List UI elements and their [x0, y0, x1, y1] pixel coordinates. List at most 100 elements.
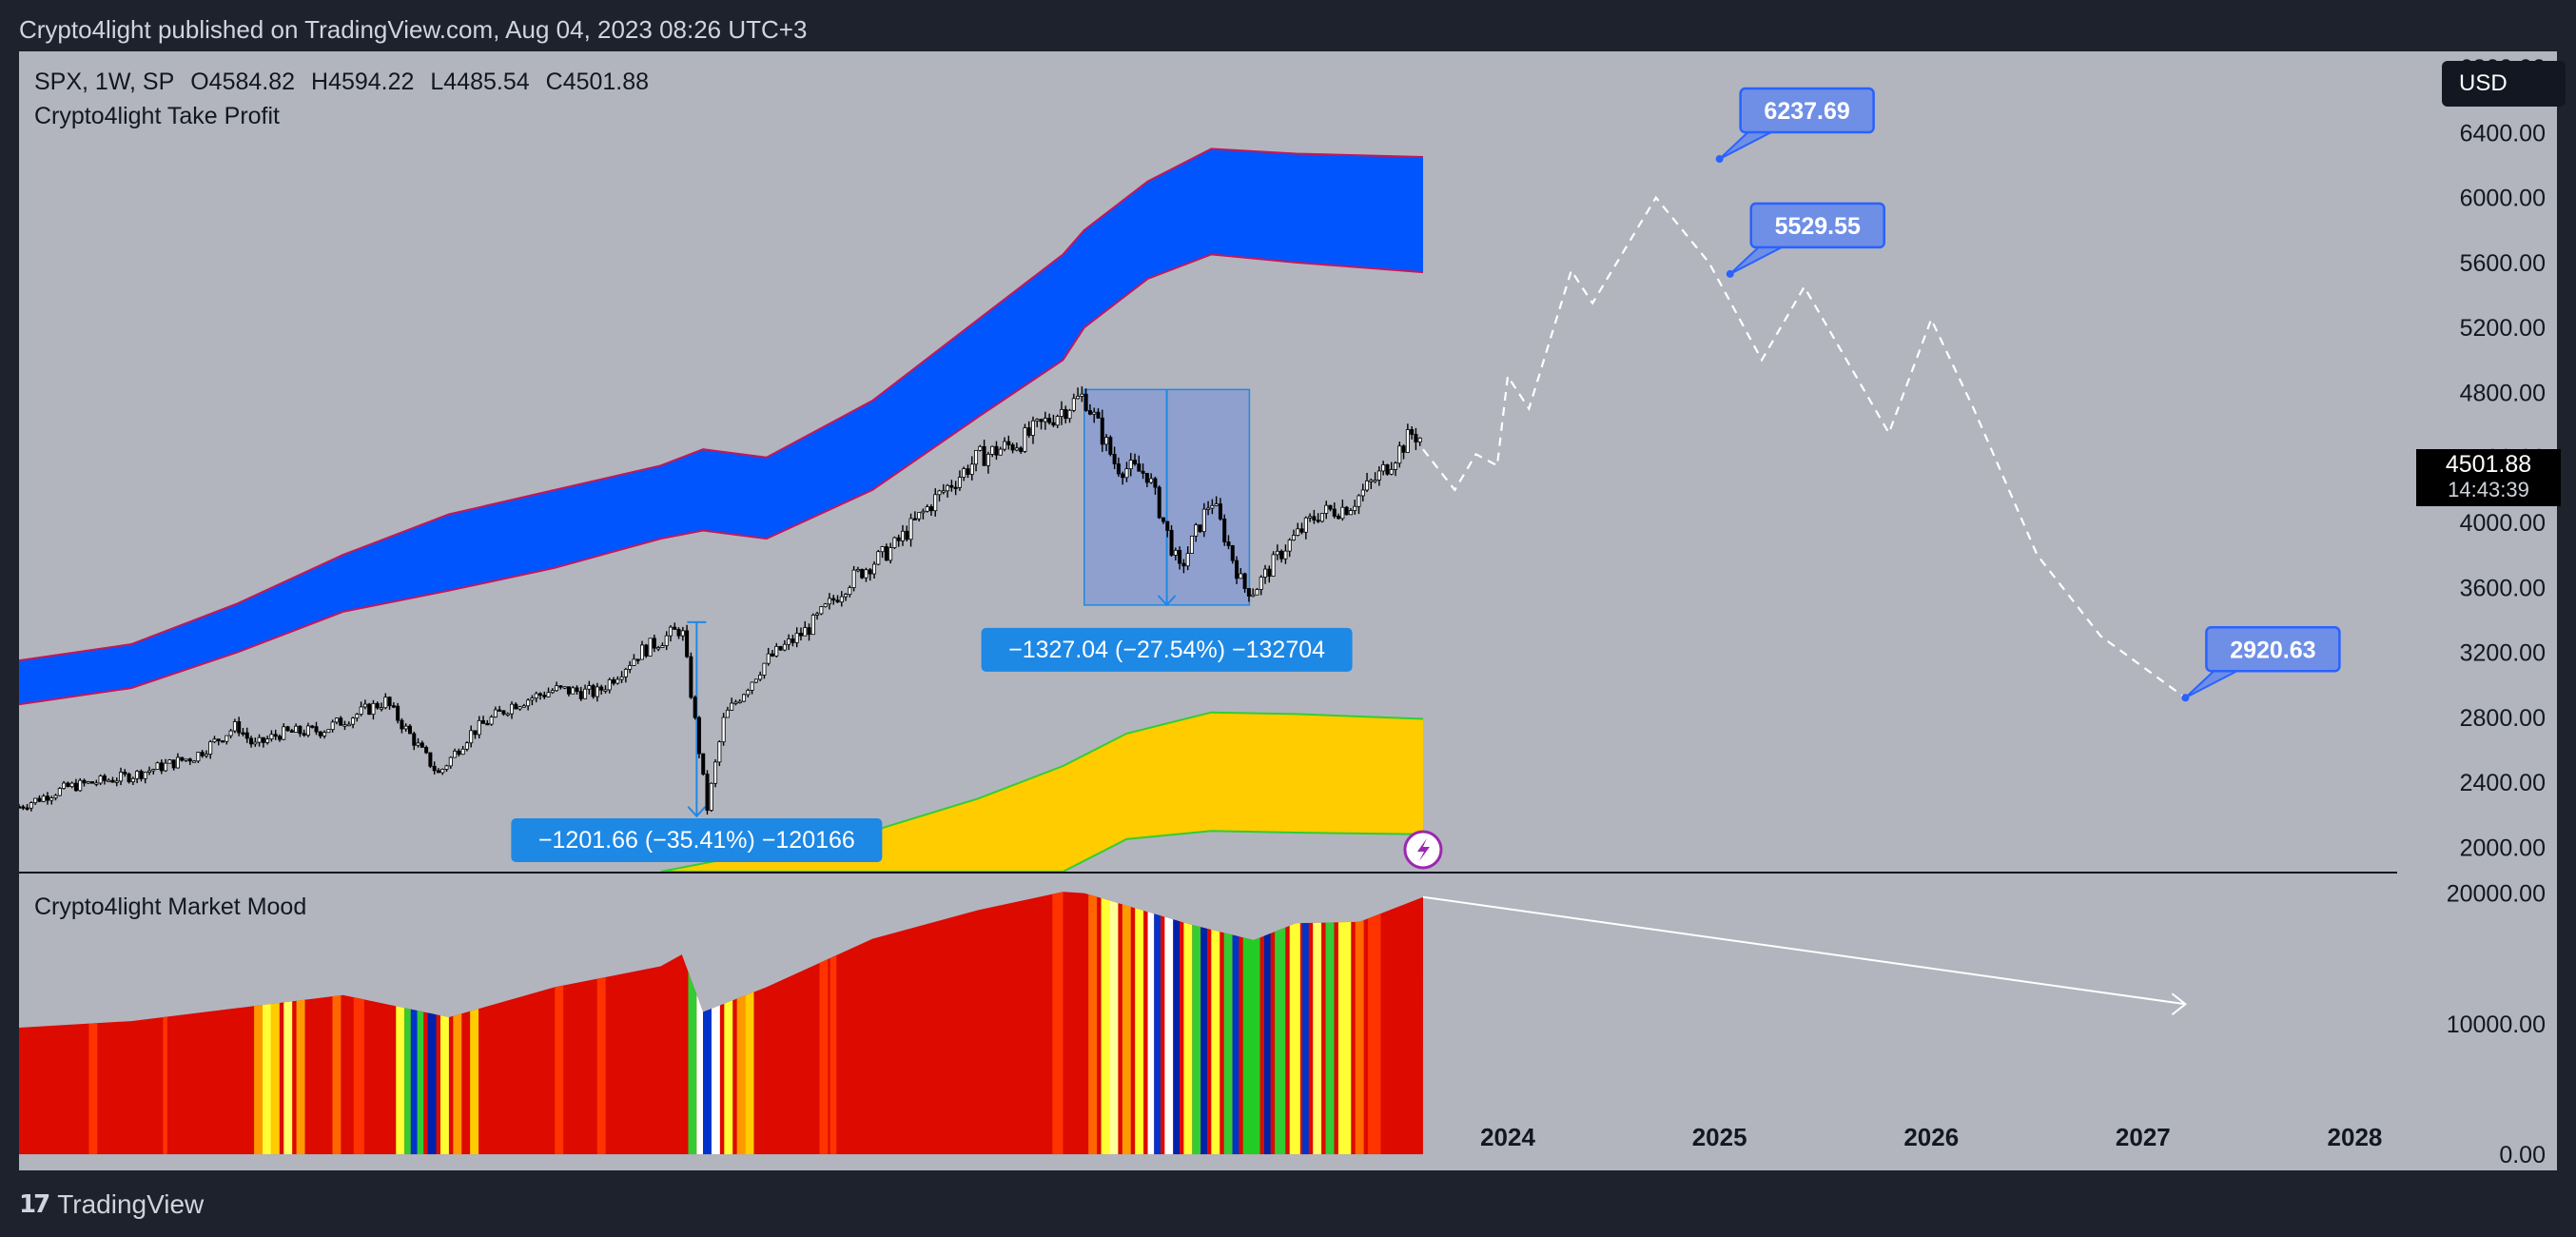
- lower-band-top-edge: [660, 711, 1424, 872]
- price-candle: [868, 569, 872, 575]
- price-candle: [448, 756, 453, 767]
- mood-projection-arrow[interactable]: [1422, 895, 2186, 1006]
- time-axis-tick-label: 2025: [1692, 1123, 1747, 1151]
- target-label-6237-anchor: [1715, 155, 1724, 164]
- mood-stripe: [1368, 892, 1381, 1155]
- price-candle: [294, 725, 299, 733]
- price-candle: [1096, 411, 1101, 419]
- price-candle: [1161, 517, 1165, 522]
- target-label-6237-box[interactable]: [1739, 87, 1875, 134]
- price-axis-tick-label: 3200.00: [2460, 640, 2546, 667]
- price-axis-tick-label: 6000.00: [2460, 186, 2546, 212]
- price-candle: [1006, 441, 1011, 445]
- price-candle: [848, 587, 852, 596]
- price-candle: [778, 645, 783, 651]
- price-candle: [1312, 516, 1317, 520]
- price-candle: [1189, 535, 1194, 554]
- price-candle: [558, 685, 563, 688]
- target-label-6237-text: 6237.69: [1764, 98, 1849, 125]
- price-candle: [819, 606, 824, 615]
- price-candle: [1201, 508, 1206, 533]
- price-candle: [171, 759, 176, 769]
- symbol-legend: SPX, 1W, SP O4584.82 H4594.22 L4485.54 C…: [34, 69, 658, 96]
- price-candle: [1348, 510, 1353, 516]
- price-candle: [457, 750, 461, 756]
- price-candle: [998, 448, 1003, 456]
- price-candle: [1030, 420, 1035, 436]
- mood-stripe: [1052, 892, 1064, 1155]
- price-candle: [485, 722, 490, 726]
- price-candle: [1104, 437, 1109, 445]
- price-candle: [562, 686, 567, 689]
- mood-stripe: [270, 892, 280, 1155]
- target-label-6237-pointer: [1718, 129, 1776, 160]
- target-label-5529-pointer: [1729, 244, 1786, 275]
- price-candle: [62, 782, 67, 789]
- market-mood-indicator-title[interactable]: Crypto4light Market Mood: [34, 893, 307, 920]
- price-candle: [69, 782, 74, 788]
- price-candle: [159, 762, 164, 772]
- price-candle: [146, 770, 151, 773]
- price-candle: [257, 736, 262, 743]
- target-label-5529-box[interactable]: [1749, 202, 1886, 249]
- price-candle: [1242, 573, 1247, 589]
- price-candle: [1385, 464, 1390, 475]
- projection-path[interactable]: [1422, 195, 2187, 699]
- price-candle: [701, 753, 706, 775]
- last-price-tag: 4501.88 14:43:39: [2416, 449, 2561, 506]
- price-candle: [1299, 528, 1304, 533]
- take-profit-indicator-title[interactable]: Crypto4light Take Profit: [34, 103, 280, 129]
- price-candle: [1153, 478, 1158, 488]
- mood-stripe: [829, 892, 837, 1155]
- crash-measure-label-box[interactable]: [511, 818, 883, 862]
- price-candle: [803, 627, 808, 637]
- price-candle: [41, 795, 46, 802]
- price-candle: [1023, 427, 1027, 452]
- mood-stripe: [555, 892, 564, 1155]
- range-measure-arrowhead: [1157, 595, 1177, 607]
- lower-band-bottom-edge: [660, 830, 1424, 872]
- publish-header: Crypto4light published on TradingView.co…: [0, 0, 2576, 51]
- price-candle: [571, 687, 576, 695]
- price-candle: [730, 702, 734, 711]
- price-candle: [550, 690, 555, 694]
- label-layer: 6237.69 5529.55 2920.63 −1327.04 (−27.54%) …: [511, 87, 2341, 870]
- mood-stripe: [1164, 892, 1174, 1155]
- price-candle: [750, 681, 754, 691]
- price-candle: [1173, 549, 1178, 556]
- price-candle: [578, 691, 583, 699]
- price-candle: [1340, 506, 1345, 520]
- target-label-2920-pointer: [2184, 668, 2241, 699]
- target-label-2920-box[interactable]: [2205, 626, 2341, 673]
- mood-stripe: [1223, 892, 1233, 1155]
- mood-stripe: [1183, 892, 1193, 1155]
- price-candle: [114, 780, 119, 783]
- price-candle: [367, 703, 372, 716]
- price-candle: [265, 738, 270, 743]
- price-candle: [318, 731, 322, 736]
- price-candle: [339, 717, 343, 726]
- price-candle: [130, 777, 135, 783]
- price-candle: [705, 774, 710, 811]
- currency-button[interactable]: USD: [2442, 61, 2566, 107]
- price-candle: [102, 776, 107, 781]
- range-measure-label-text: −1327.04 (−27.54%) −132704: [1008, 637, 1325, 663]
- mood-stripe: [1275, 892, 1286, 1155]
- price-candle: [400, 719, 404, 730]
- chart-pane[interactable]: 6237.69 5529.55 2920.63 −1327.04 (−27.54%) …: [19, 51, 2566, 1170]
- price-candle: [864, 569, 868, 579]
- chart-canvas[interactable]: 6237.69 5529.55 2920.63 −1327.04 (−27.54%) …: [19, 51, 2557, 1170]
- price-candle: [835, 599, 840, 603]
- price-candle: [1210, 504, 1215, 509]
- price-candle: [969, 463, 974, 475]
- price-candle: [753, 678, 758, 683]
- price-candle: [98, 776, 103, 784]
- price-candle: [733, 701, 738, 704]
- price-candle: [1360, 489, 1365, 497]
- tradingview-logo[interactable]: 17 TradingView: [19, 1189, 204, 1220]
- range-measure-label-box[interactable]: [981, 627, 1353, 672]
- price-candle: [1035, 419, 1040, 422]
- price-candle: [787, 638, 791, 645]
- mood-stripe: [263, 892, 271, 1155]
- mood-stripe: [1192, 892, 1201, 1155]
